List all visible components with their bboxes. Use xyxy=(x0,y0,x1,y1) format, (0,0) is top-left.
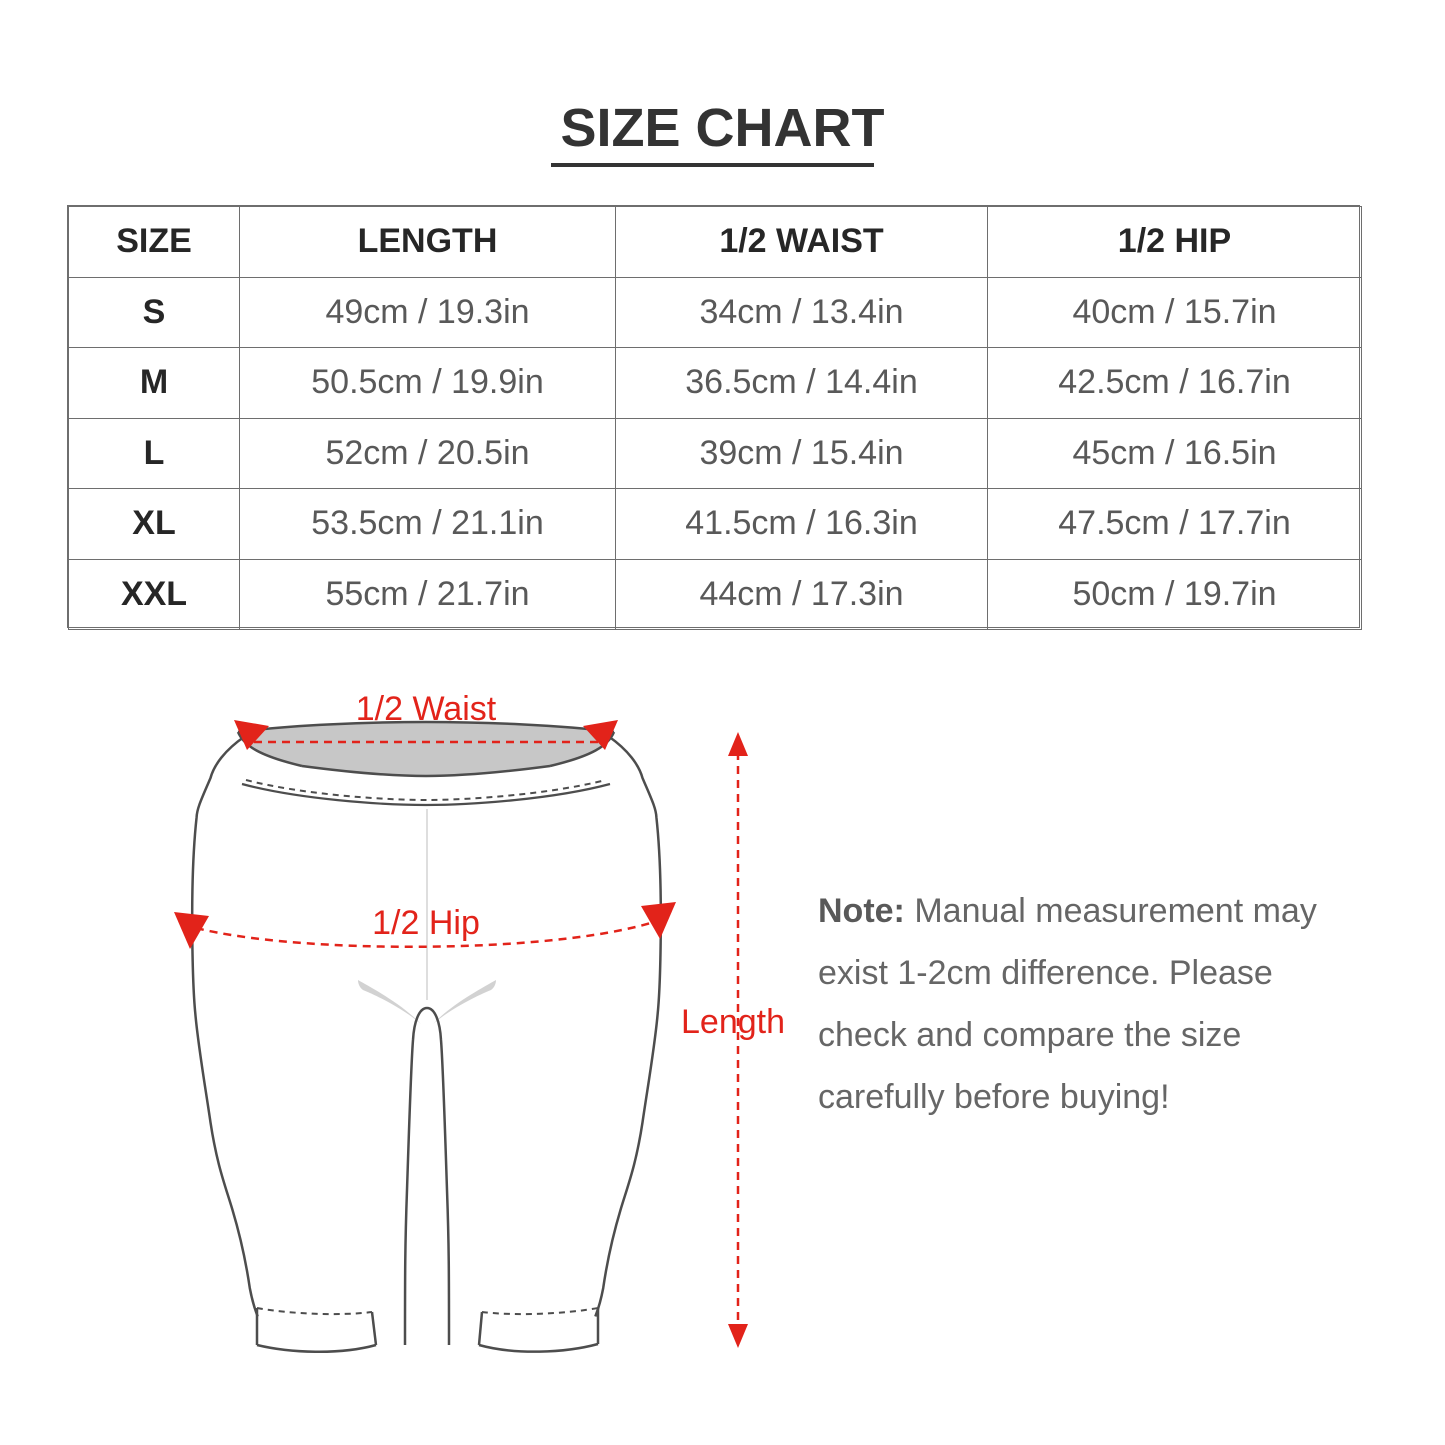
svg-text:1/2 Hip: 1/2 Hip xyxy=(372,904,480,942)
svg-text:1/2 Waist: 1/2 Waist xyxy=(356,690,497,728)
